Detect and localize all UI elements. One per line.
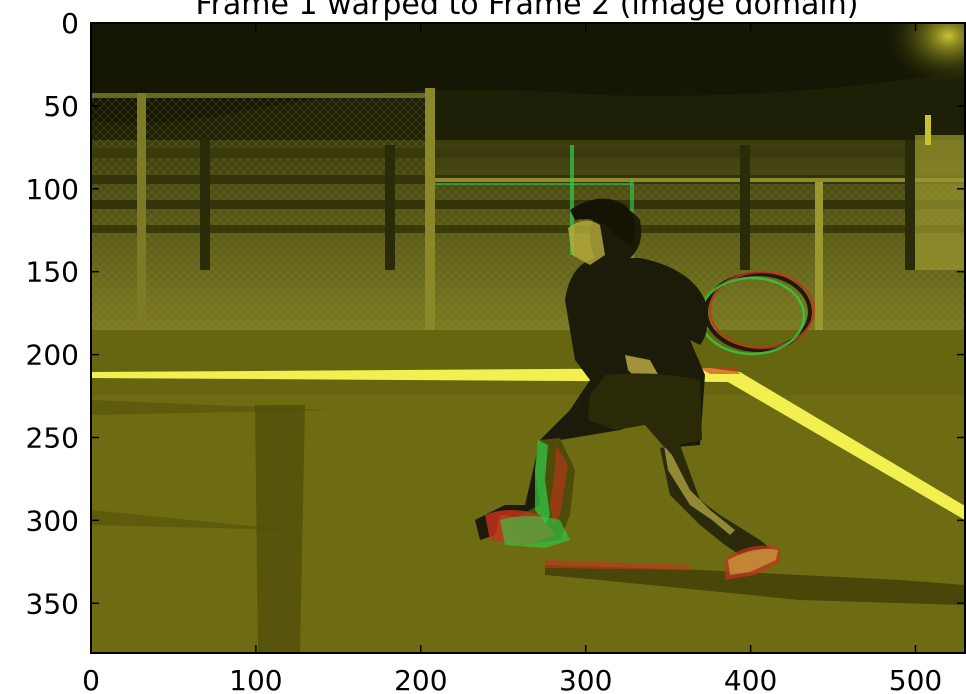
y-tick-label: 50 — [43, 90, 79, 123]
x-tick-label: 400 — [724, 664, 777, 694]
y-tick-label: 250 — [26, 421, 79, 454]
y-tick-label: 200 — [26, 339, 79, 372]
x-tick-label: 300 — [559, 664, 612, 694]
plot-frame — [90, 22, 966, 654]
y-tick-label: 0 — [61, 7, 79, 40]
y-tick-label: 150 — [26, 256, 79, 289]
x-axis: 0 100 200 300 400 500 — [82, 23, 942, 694]
y-tick-label: 100 — [26, 173, 79, 206]
overlay-image — [91, 23, 965, 653]
x-tick-label: 200 — [394, 664, 447, 694]
y-tick-label: 300 — [26, 504, 79, 537]
x-tick-label: 100 — [229, 664, 282, 694]
y-tick-label: 350 — [26, 587, 79, 620]
chart-title: Frame 1 warped to Frame 2 (image domain) — [196, 0, 859, 22]
x-tick-label: 500 — [889, 664, 942, 694]
x-tick-label: 0 — [82, 664, 100, 694]
y-axis: 0 50 100 150 200 250 300 350 — [26, 7, 965, 620]
